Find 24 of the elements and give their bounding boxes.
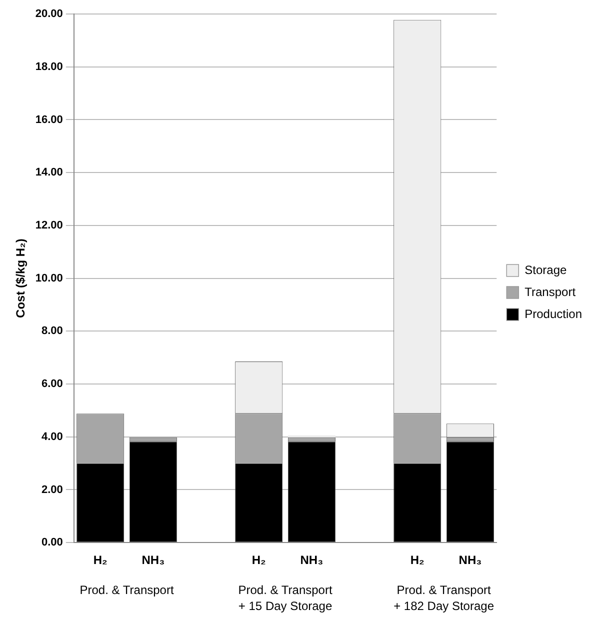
y-tick-label: 14.00: [35, 166, 63, 179]
text: Prod. & Transport: [80, 582, 174, 597]
text: Prod. & Transport + 182 Day Storage: [394, 582, 494, 613]
x-tick-label: H₂: [93, 553, 108, 568]
y-tick-label: 0.00: [42, 536, 63, 549]
y-tick-label: 10.00: [35, 272, 63, 284]
y-tick-label: 8.00: [42, 325, 63, 338]
x-tick-label: H₂: [410, 553, 424, 568]
y-tick-label: 6.00: [42, 378, 63, 390]
legend-label: Storage: [524, 262, 567, 277]
legend-label: Transport: [524, 284, 576, 299]
text: Prod. & Transport + 15 Day Storage: [238, 582, 333, 613]
x-tick-label: NH₃: [458, 553, 482, 568]
x-tick-label: H₂: [252, 553, 266, 568]
y-tick-label: 20.00: [35, 8, 63, 20]
legend-label: Production: [524, 306, 582, 321]
y-tick-label: 18.00: [35, 60, 63, 73]
y-tick-label: 2.00: [42, 484, 63, 496]
y-tick-label: 12.00: [35, 219, 63, 232]
x-tick-label: NH₃: [142, 553, 165, 568]
x-tick-label: NH₃: [300, 553, 324, 568]
y-tick-label: 4.00: [42, 430, 63, 443]
y-axis-title: Cost ($/kg H₂): [14, 238, 28, 318]
y-tick-label: 16.00: [35, 114, 63, 126]
